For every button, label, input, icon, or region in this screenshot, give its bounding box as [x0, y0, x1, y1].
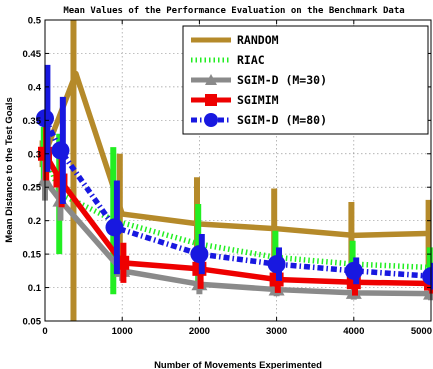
data-point [422, 267, 433, 286]
legend-marker [205, 94, 217, 106]
legend-label: RANDOM [237, 33, 279, 47]
data-point [267, 255, 286, 274]
y-tick-label: 0.05 [23, 317, 42, 328]
data-point [190, 245, 209, 264]
tick-layer: 0.05 0.1 0.15 0.2 0.25 0.3 0.35 0.4 0.45 0.5 0 1000… [23, 16, 433, 338]
legend-item: SGIM-D (M=30) [191, 73, 327, 87]
y-tick-label: 0.2 [28, 216, 41, 227]
plot-frame [44, 19, 432, 322]
y-tick-label: 0.35 [23, 116, 42, 127]
legend-label: SGIM-D (M=80) [237, 113, 327, 127]
x-tick-label: 2000 [189, 326, 210, 337]
legend-label: SGIM-D (M=30) [237, 73, 327, 87]
data-point [105, 218, 124, 237]
x-axis-label: Number of Movements Experimented [154, 360, 322, 369]
legend-label: SGIMIM [237, 93, 279, 107]
x-tick-label: 5000 [411, 326, 432, 337]
data-point [51, 141, 70, 160]
y-tick-label: 0.3 [28, 149, 41, 160]
x-tick-label: 0 [42, 326, 47, 337]
y-tick-label: 0.15 [23, 250, 42, 261]
legend-item: SGIMIM [191, 93, 279, 107]
x-tick-label: 1000 [112, 326, 133, 337]
y-axis-label: Mean Distance to the Test Goals [4, 97, 15, 243]
legend-item: RIAC [191, 53, 265, 67]
data-point [344, 261, 363, 280]
series-sgim-d-m-80 [36, 64, 433, 290]
legend: RANDOM RIAC SGIM-D (M=30) SGIMIM SGIM-D (M=8… [182, 25, 429, 135]
y-tick-label: 0.5 [28, 16, 42, 27]
y-tick-label: 0.25 [23, 183, 42, 194]
y-tick-label: 0.45 [23, 49, 42, 60]
x-tick-label: 3000 [266, 326, 287, 337]
legend-label: RIAC [237, 53, 265, 67]
x-tick-label: 4000 [343, 326, 364, 337]
y-tick-label: 0.4 [28, 82, 42, 93]
chart-title: Mean Values of the Performance Evaluatio… [63, 5, 404, 16]
legend-marker [205, 74, 217, 85]
y-tick-label: 0.1 [28, 283, 42, 294]
legend-marker [204, 113, 218, 127]
legend-item: RANDOM [191, 33, 279, 47]
series-layer [36, 20, 433, 321]
series-line [42, 152, 432, 287]
legend-item: SGIM-D (M=80) [191, 113, 327, 127]
